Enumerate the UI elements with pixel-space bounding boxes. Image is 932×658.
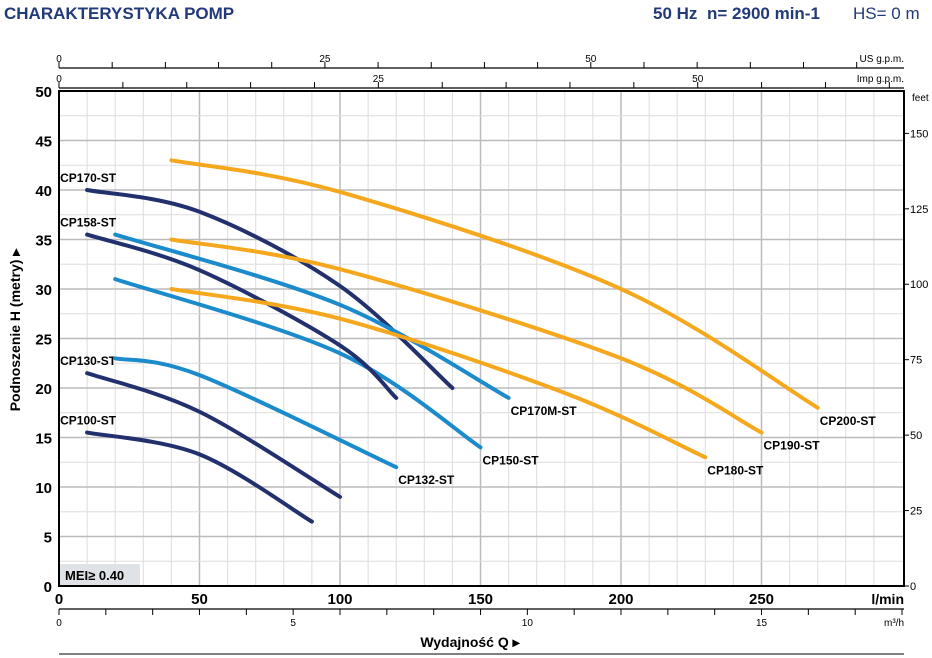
secondary-tick-label: 0 <box>56 618 62 629</box>
curve-label: CP170-ST <box>60 171 117 185</box>
mei-badge: MEI≥ 0.40 <box>65 568 124 583</box>
secondary-unit: US g.p.m. <box>860 54 904 65</box>
speed: n= 2900 min-1 <box>707 4 820 23</box>
plot-frame <box>58 90 905 587</box>
secondary-tick-label: 15 <box>756 618 768 629</box>
secondary-tick-label: 5 <box>290 618 296 629</box>
curve-cp150-st <box>113 277 483 450</box>
page-title: CHARAKTERYSTYKA POMP <box>4 4 235 23</box>
curve-label: CP132-ST <box>398 473 455 487</box>
feet-tick-label: 75 <box>910 355 922 367</box>
curve-label: CP158-ST <box>60 216 117 230</box>
secondary-tick-label: 0 <box>56 74 62 85</box>
curve-label: CP130-ST <box>60 354 117 368</box>
curve-label: CP200-ST <box>820 414 877 428</box>
secondary-unit: Imp g.p.m. <box>857 74 904 85</box>
x-tick-label: 0 <box>55 591 63 608</box>
secondary-unit: m³/h <box>884 618 904 629</box>
x-tick-label: 50 <box>191 591 208 608</box>
y-tick-label: 25 <box>35 332 52 349</box>
curve-label: CP170M-ST <box>511 404 578 418</box>
y-axis-title: Podnoszenie H (metry) ▸ <box>7 248 23 412</box>
curve-cp190-st <box>169 237 764 435</box>
secondary-tick-label: 25 <box>319 54 331 65</box>
x-unit: l/min <box>871 591 904 607</box>
mei-badge-bg <box>60 564 140 585</box>
secondary-tick-label: 50 <box>585 54 597 65</box>
feet-tick-label: 0 <box>910 581 916 593</box>
curve-label: CP180-ST <box>707 463 764 477</box>
feet-tick-label: 125 <box>910 204 928 216</box>
suction-height: HS= 0 m <box>853 4 920 23</box>
secondary-tick-label: 0 <box>56 54 62 65</box>
y-tick-label: 15 <box>35 431 52 448</box>
curve-cp170m-st <box>113 232 511 400</box>
y-tick-label: 35 <box>35 233 52 250</box>
secondary-tick-label: 10 <box>522 618 534 629</box>
y-tick-label: 50 <box>35 84 52 101</box>
curve-cp170-st <box>85 188 455 390</box>
feet-tick-label: 150 <box>910 128 928 140</box>
y-tick-label: 10 <box>35 480 52 497</box>
curve-cp132-st <box>113 356 399 470</box>
curve-cp100-st <box>85 430 314 524</box>
x-tick-label: 250 <box>749 591 774 608</box>
curve-label: CP150-ST <box>483 453 540 467</box>
y-tick-label: 20 <box>35 381 52 398</box>
x-tick-label: 100 <box>327 591 352 608</box>
frequency: 50 Hz <box>653 4 698 23</box>
y-tick-label: 5 <box>44 530 52 547</box>
y-tick-label: 30 <box>35 282 52 299</box>
curve-cp158-st <box>85 232 399 400</box>
curve-label: CP190-ST <box>764 439 821 453</box>
y-tick-label: 45 <box>35 134 52 151</box>
feet-unit: feet <box>912 93 929 104</box>
y-tick-label: 0 <box>44 579 52 596</box>
curve-cp130-st <box>85 371 342 499</box>
secondary-tick-label: 50 <box>692 74 704 85</box>
x-tick-label: 150 <box>468 591 493 608</box>
curve-cp180-st <box>169 287 708 460</box>
feet-tick-label: 25 <box>910 506 922 518</box>
curve-label: CP100-ST <box>60 414 117 428</box>
x-tick-label: 200 <box>608 591 633 608</box>
y-tick-label: 40 <box>35 183 52 200</box>
secondary-tick-label: 25 <box>373 74 385 85</box>
x-axis-title: Wydajność Q ▸ <box>420 634 520 650</box>
feet-tick-label: 50 <box>910 430 922 442</box>
curve-cp200-st <box>169 158 820 410</box>
feet-tick-label: 100 <box>910 279 928 291</box>
